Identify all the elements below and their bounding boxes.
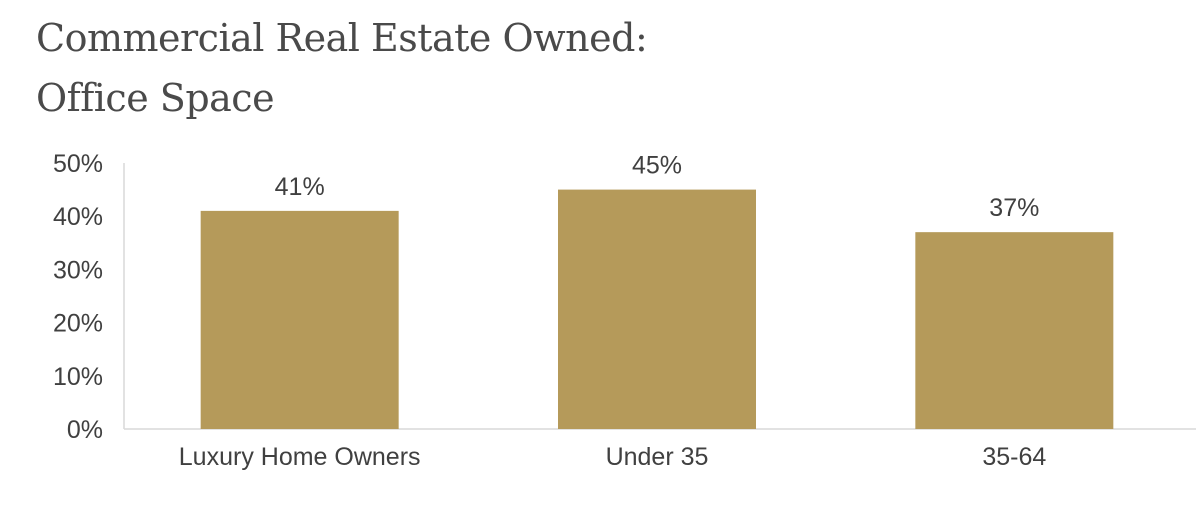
y-tick-label: 10% xyxy=(53,363,103,391)
data-label: 45% xyxy=(632,152,682,180)
bar xyxy=(558,189,756,429)
y-tick-label: 30% xyxy=(53,256,103,284)
bar xyxy=(200,210,399,429)
y-tick-label: 50% xyxy=(53,150,103,178)
data-label: 41% xyxy=(275,173,325,201)
bar xyxy=(915,232,1114,429)
x-tick-label: Luxury Home Owners xyxy=(179,443,421,471)
y-tick-label: 20% xyxy=(53,310,103,338)
chart-title-line-1: Commercial Real Estate Owned: xyxy=(36,16,648,60)
data-label: 37% xyxy=(989,194,1039,222)
chart-title-line-2: Office Space xyxy=(36,76,275,120)
x-tick-label: 35-64 xyxy=(982,443,1046,471)
x-tick-label: Under 35 xyxy=(606,443,709,471)
y-tick-label: 0% xyxy=(67,416,103,444)
chart-title: Commercial Real Estate Owned: Office Spa… xyxy=(36,8,936,128)
y-tick-label: 40% xyxy=(53,203,103,231)
